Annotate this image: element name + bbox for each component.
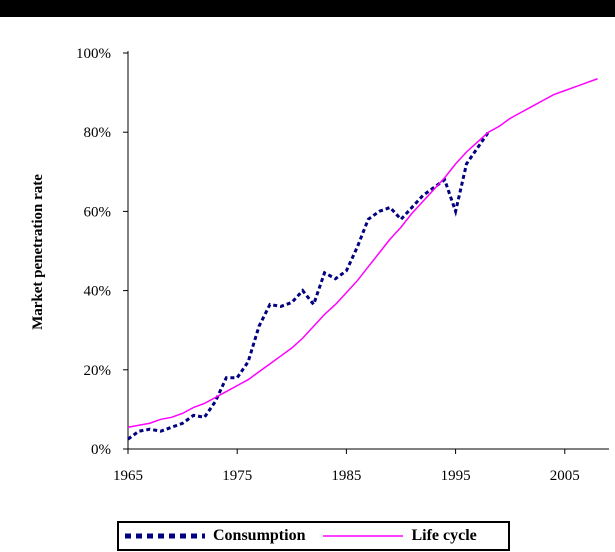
y-tick-label: 60% [84, 204, 112, 220]
legend-label-life-cycle: Life cycle [411, 527, 477, 544]
x-tick-label: 2005 [550, 468, 580, 484]
legend-swatch-consumption [125, 533, 205, 539]
legend-item-life-cycle: Life cycle [317, 527, 477, 545]
axes: 0% 20% 40% 60% 80% 100% 1965 1975 1985 1995 2005 [76, 46, 609, 484]
x-tick-label: 1965 [113, 468, 143, 484]
x-tick-label: 1975 [222, 468, 252, 484]
legend-item-consumption: Consumption [119, 527, 305, 545]
y-tick-label: 80% [84, 125, 112, 141]
y-axis-title: Market penetration rate [30, 174, 46, 330]
legend: Consumption Life cycle [117, 521, 510, 551]
x-tick-label: 1995 [441, 468, 471, 484]
series-layer [127, 78, 598, 441]
top-rule [0, 0, 615, 17]
legend-swatch-life-cycle [323, 535, 404, 537]
series-line-consumption [127, 131, 490, 441]
x-tick-label: 1985 [331, 468, 361, 484]
series-line-life-cycle [127, 78, 598, 428]
y-tick-label: 0% [91, 442, 111, 458]
y-tick-label: 100% [76, 46, 111, 62]
legend-label-consumption: Consumption [213, 527, 306, 544]
y-tick-label: 40% [84, 284, 112, 300]
y-tick-label: 20% [84, 363, 112, 379]
